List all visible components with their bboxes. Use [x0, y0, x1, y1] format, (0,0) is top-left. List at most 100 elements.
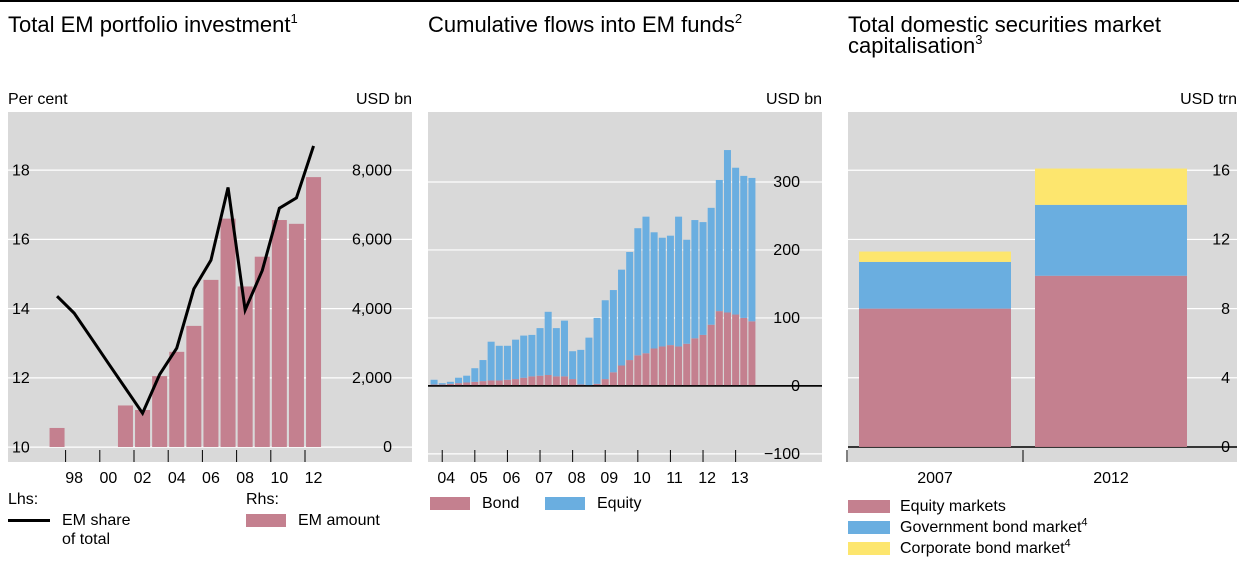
bar-segment: [463, 375, 471, 383]
bar-segment: [650, 232, 658, 349]
bar-segment: [544, 375, 552, 386]
bar: [169, 351, 185, 447]
legend-item: Bond: [430, 494, 519, 513]
bar-segment: [544, 311, 552, 376]
line: [55, 145, 315, 417]
y-tick-label: 4: [1221, 370, 1230, 387]
bar-segment: [699, 222, 707, 335]
legend-text: Equity: [597, 495, 642, 512]
bar-segment: [707, 324, 715, 386]
bar: [49, 427, 65, 447]
x-tick-label: 04: [437, 470, 455, 487]
bar-segment: [569, 351, 577, 380]
bar-segment: [1035, 275, 1187, 447]
bar-segment: [560, 320, 568, 377]
legend: Lhs: EM share of total: [8, 490, 144, 549]
y2-axis-unit: USD bn: [356, 91, 412, 108]
bar-segment: [446, 383, 454, 386]
bar-segment: [666, 345, 674, 386]
legend-swatch: [848, 521, 890, 534]
bar-segment: [723, 312, 731, 386]
title-text: Total EM portfolio investment: [8, 12, 291, 37]
bar-segment: [560, 376, 568, 386]
bar: [186, 325, 202, 447]
bar-segment: [715, 179, 723, 312]
bar: [237, 286, 253, 447]
bar-segment: [618, 365, 626, 386]
legend-swatch: [545, 497, 585, 510]
bar-segment: [438, 383, 446, 385]
bar-segment: [528, 334, 536, 377]
bar-segment: [430, 379, 438, 385]
bar-segment: [495, 345, 503, 381]
bar-segment: [552, 376, 560, 386]
bar-segment: [1035, 204, 1187, 276]
bar-segment: [1035, 168, 1187, 205]
y-axis-unit: Per cent: [8, 91, 68, 108]
bar-segment: [601, 300, 609, 380]
bar-segment: [658, 237, 666, 347]
bar-segment: [593, 317, 601, 384]
bar-segment: [593, 383, 601, 386]
bar-segment: [463, 382, 471, 386]
legend: Rhs: EM amount: [246, 490, 380, 530]
legend-label: EM share of total: [62, 512, 131, 548]
bar-segment: [471, 381, 479, 386]
bar-segment: [446, 381, 454, 384]
bar: [254, 256, 270, 447]
bar-segment: [650, 348, 658, 386]
bar: [271, 220, 287, 447]
bar-segment: [683, 343, 691, 386]
bar-segment: [520, 335, 528, 378]
y-tick-label: 16: [1212, 162, 1230, 179]
title-text: Total domestic securities market capital…: [848, 12, 1161, 58]
legend-note: 4: [1064, 537, 1071, 550]
bar-segment: [512, 339, 520, 380]
bar-segment: [723, 150, 731, 313]
legend-item: EM share of total: [8, 511, 144, 549]
y-tick-label: 16: [12, 232, 30, 249]
legend-line: [8, 519, 50, 522]
y-tick-label: 10: [12, 439, 30, 456]
legend-label: Government bond market4: [900, 516, 1088, 537]
bar-segment: [642, 353, 650, 386]
bar-segment: [634, 228, 642, 356]
legend-label: Equity markets: [900, 497, 1006, 516]
bar-segment: [732, 167, 740, 315]
bar-segment: [577, 349, 585, 385]
bar-segment: [699, 334, 707, 386]
x-tick-label: 2012: [1093, 470, 1129, 487]
bar-segment: [748, 321, 756, 386]
bar-segment: [455, 383, 463, 386]
y-axis-unit: USD bn: [766, 91, 822, 108]
bar: [152, 376, 168, 447]
bar-segment: [609, 290, 617, 373]
legend-text: Corporate bond market: [900, 540, 1065, 557]
chart-title: Total domestic securities market capital…: [848, 12, 1238, 58]
legend-text: Government bond market: [900, 519, 1082, 536]
bar: [306, 177, 322, 447]
x-tick-label: 2007: [917, 470, 953, 487]
bar-segment: [503, 379, 511, 386]
title-text: Cumulative flows into EM funds: [428, 12, 735, 37]
bar-segment: [569, 379, 577, 386]
bar: [288, 223, 304, 447]
bar-segment: [471, 368, 479, 382]
legend-note: 4: [1081, 516, 1088, 529]
bar-segment: [740, 175, 748, 318]
bar-segment: [715, 311, 723, 386]
x-tick-label: 05: [470, 470, 488, 487]
x-tick-label: 12: [305, 470, 323, 487]
legend-label: EM amount: [298, 512, 380, 529]
bar-segment: [585, 337, 593, 386]
legend-heading: Rhs:: [246, 491, 279, 508]
title-note: 3: [975, 31, 983, 47]
bar-segment: [487, 341, 495, 381]
legend-text: Bond: [482, 495, 520, 512]
bar-segment: [634, 355, 642, 386]
bar-segment: [859, 261, 1011, 309]
x-tick-label: 08: [236, 470, 254, 487]
bar-segment: [658, 346, 666, 386]
